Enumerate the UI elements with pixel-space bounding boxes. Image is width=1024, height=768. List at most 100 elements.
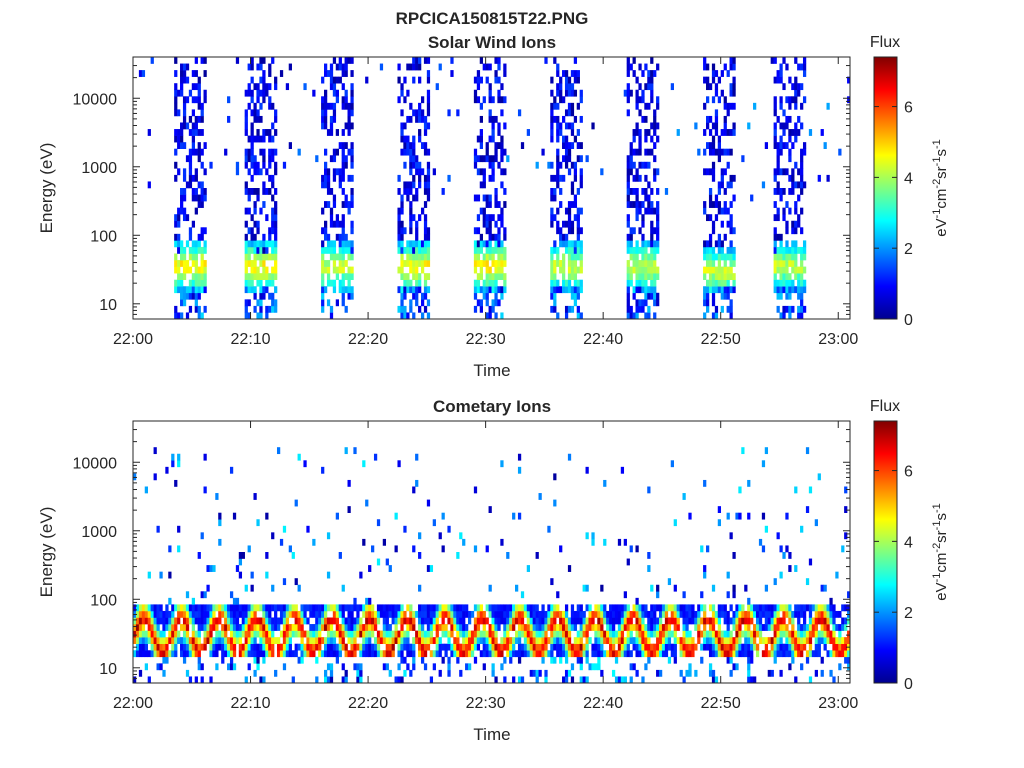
spectrogram-cell (191, 273, 196, 280)
spectrogram-cell (180, 650, 184, 658)
spectrogram-cell (576, 129, 580, 136)
spectrogram-cell (409, 643, 413, 651)
spectrogram-cell (321, 109, 325, 117)
spectrogram-cell (788, 96, 792, 104)
spectrogram-cell (397, 63, 401, 71)
spectrogram-cell (626, 83, 630, 91)
spectrogram-cell (265, 89, 269, 97)
spectrogram-cell (526, 630, 530, 638)
spectrogram-cell (567, 624, 572, 631)
spectrogram-cell (703, 102, 707, 110)
spectrogram-cell (321, 115, 325, 123)
spectrogram-cell (744, 624, 748, 631)
spectrogram-cell (332, 155, 337, 163)
spectrogram-cell (324, 260, 328, 267)
spectrogram-cell (805, 604, 810, 612)
spectrogram-cell (218, 610, 222, 618)
spectrogram-cell (559, 656, 563, 664)
spectrogram-cell (782, 643, 786, 651)
spectrogram-cell (829, 669, 833, 677)
spectrogram-cell (215, 624, 219, 631)
spectrogram-cell (788, 253, 792, 261)
spectrogram-cell (329, 214, 334, 222)
spectrogram-cell (356, 610, 360, 618)
spectrogram-cell (503, 604, 507, 612)
spectrogram-cell (253, 155, 257, 163)
spectrogram-cell (794, 76, 798, 84)
spectrogram-cell (215, 637, 219, 644)
spectrogram-cell (708, 279, 713, 287)
spectrogram-cell (326, 129, 331, 136)
spectrogram-cell (423, 643, 428, 651)
spectrogram-cell (573, 115, 578, 123)
spectrogram-cell (488, 240, 492, 248)
spectrogram-cell (597, 650, 601, 658)
spectrogram-cell (373, 617, 378, 625)
spectrogram-cell (706, 240, 710, 248)
spectrogram-cell (497, 260, 501, 267)
spectrogram-cell (412, 174, 416, 182)
spectrogram-cell (629, 188, 633, 195)
spectrogram-cell (259, 312, 263, 320)
spectrogram-cell (779, 286, 783, 294)
spectrogram-cell (620, 610, 625, 618)
spectrogram-cell (694, 610, 698, 618)
spectrogram-cell (729, 174, 733, 182)
spectrogram-cell (426, 168, 431, 176)
spectrogram-cell (570, 305, 575, 313)
spectrogram-cell (247, 102, 251, 110)
spectrogram-cell (653, 630, 657, 638)
spectrogram-cell (409, 299, 413, 307)
spectrogram-cell (726, 109, 730, 117)
spectrogram-cell (156, 650, 160, 658)
spectrogram-cell (556, 610, 560, 618)
spectrogram-cell (567, 201, 572, 208)
spectrogram-cell (779, 135, 783, 143)
spectrogram-cell (773, 643, 777, 651)
spectrogram-cell (770, 604, 774, 612)
spectrogram-cell (294, 624, 298, 631)
spectrogram-cell (488, 604, 492, 612)
spectrogram-cell (262, 188, 266, 195)
spectrogram-cell (650, 617, 654, 625)
spectrogram-cell (638, 260, 642, 267)
spectrogram-cell (200, 312, 204, 320)
spectrogram-cell (779, 669, 783, 677)
spectrogram-cell (788, 637, 792, 644)
spectrogram-cell (250, 630, 254, 638)
spectrogram-cell (182, 63, 187, 71)
spectrogram-cell (720, 650, 724, 658)
spectrogram-cell (259, 643, 263, 651)
spectrogram-cell (341, 96, 345, 104)
spectrogram-cell (823, 624, 827, 631)
spectrogram-cell (218, 630, 222, 638)
spectrogram-cell (562, 630, 566, 638)
spectrogram-cell (491, 604, 495, 612)
spectrogram-cell (182, 207, 187, 215)
spectrogram-cell (347, 604, 351, 612)
spectrogram-cell (776, 155, 780, 163)
spectrogram-cell (309, 630, 313, 638)
spectrogram-cell (144, 650, 148, 658)
spectrogram-cell (479, 637, 483, 644)
spectrogram-cell (556, 650, 560, 658)
spectrogram-cell (488, 135, 492, 143)
spectrogram-cell (309, 604, 313, 612)
spectrogram-cell (609, 604, 613, 612)
spectrogram-cell (135, 624, 140, 631)
spectrogram-cell (194, 676, 198, 684)
spectrogram-cell (506, 637, 510, 644)
spectrogram-cell (188, 129, 193, 136)
spectrogram-cell (626, 260, 630, 267)
spectrogram-cell (235, 617, 240, 625)
spectrogram-cell (755, 630, 760, 638)
spectrogram-cell (726, 246, 730, 254)
spectrogram-cell (391, 617, 395, 625)
spectrogram-cell (409, 669, 413, 677)
spectrogram-cell (406, 148, 410, 156)
spectrogram-cell (838, 650, 842, 658)
spectrogram-cell (685, 643, 689, 651)
spectrogram-cell (841, 637, 845, 644)
spectrogram-cell (826, 617, 830, 625)
spectrogram-cell (262, 233, 266, 241)
